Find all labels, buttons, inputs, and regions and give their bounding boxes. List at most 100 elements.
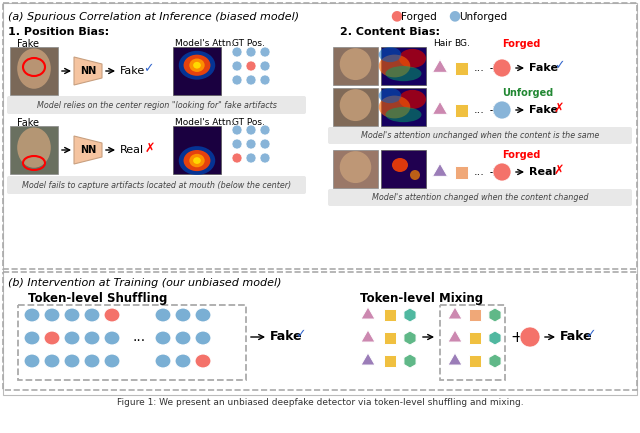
Bar <box>333 88 378 126</box>
Bar <box>384 355 396 367</box>
Ellipse shape <box>340 151 371 183</box>
Ellipse shape <box>193 157 201 164</box>
Bar <box>381 88 426 126</box>
Text: ●: ● <box>448 8 460 22</box>
Ellipse shape <box>189 154 205 167</box>
Text: +: + <box>489 165 500 178</box>
Polygon shape <box>74 57 102 85</box>
Text: Forged: Forged <box>502 39 540 49</box>
Polygon shape <box>361 330 375 342</box>
Ellipse shape <box>24 331 40 345</box>
Text: Fake: Fake <box>270 330 303 343</box>
Ellipse shape <box>493 59 511 77</box>
Text: ...: ... <box>474 63 485 73</box>
Bar <box>381 47 426 85</box>
Bar <box>10 47 58 95</box>
Ellipse shape <box>155 308 171 322</box>
Text: BG.: BG. <box>454 39 470 48</box>
Ellipse shape <box>195 308 211 322</box>
Polygon shape <box>404 308 416 322</box>
Ellipse shape <box>246 61 256 71</box>
Polygon shape <box>448 330 462 342</box>
Text: GT Pos.: GT Pos. <box>232 118 265 127</box>
Polygon shape <box>361 353 375 365</box>
Ellipse shape <box>44 331 60 345</box>
Text: Token-level Mixing: Token-level Mixing <box>360 292 483 305</box>
Ellipse shape <box>385 66 422 81</box>
Ellipse shape <box>64 354 80 368</box>
Text: ●: ● <box>390 8 402 22</box>
Bar <box>10 126 58 174</box>
Text: Fake: Fake <box>529 63 558 73</box>
Ellipse shape <box>260 75 270 85</box>
Text: GT Pos.: GT Pos. <box>232 39 265 48</box>
Bar <box>3 3 637 269</box>
Ellipse shape <box>340 48 371 80</box>
Bar <box>384 332 396 344</box>
Ellipse shape <box>246 153 256 163</box>
Ellipse shape <box>232 139 242 149</box>
Text: Fake: Fake <box>17 118 39 128</box>
Ellipse shape <box>379 55 410 78</box>
Ellipse shape <box>385 107 422 122</box>
Text: ✗: ✗ <box>145 142 156 155</box>
Ellipse shape <box>399 49 426 68</box>
Polygon shape <box>433 163 447 176</box>
Ellipse shape <box>189 58 205 72</box>
FancyBboxPatch shape <box>7 176 306 194</box>
Ellipse shape <box>84 354 100 368</box>
Ellipse shape <box>17 127 51 168</box>
FancyBboxPatch shape <box>328 189 632 206</box>
Ellipse shape <box>17 48 51 89</box>
Text: Model's attention unchanged when the content is the same: Model's attention unchanged when the con… <box>361 131 599 140</box>
Text: Model relies on the center region "looking for" fake artifacts: Model relies on the center region "looki… <box>37 100 277 110</box>
Ellipse shape <box>410 170 420 180</box>
Polygon shape <box>489 308 501 322</box>
Ellipse shape <box>175 308 191 322</box>
Bar <box>18 305 246 380</box>
Text: ✓: ✓ <box>585 329 595 342</box>
Text: +: + <box>489 103 500 116</box>
Text: Model's attention changed when the content changed: Model's attention changed when the conte… <box>372 193 588 202</box>
Ellipse shape <box>193 62 201 68</box>
Text: Real: Real <box>529 167 556 177</box>
Bar <box>454 103 467 116</box>
Bar <box>381 150 426 188</box>
Text: +: + <box>510 330 523 345</box>
Text: NN: NN <box>80 66 96 76</box>
Polygon shape <box>448 353 462 365</box>
Polygon shape <box>489 331 501 345</box>
Ellipse shape <box>260 61 270 71</box>
Ellipse shape <box>44 308 60 322</box>
Ellipse shape <box>520 327 540 347</box>
Bar <box>384 309 396 321</box>
Text: 2. Content Bias:: 2. Content Bias: <box>340 27 440 37</box>
Bar <box>3 272 637 390</box>
Ellipse shape <box>84 331 100 345</box>
Ellipse shape <box>64 331 80 345</box>
Text: Fake: Fake <box>120 66 145 76</box>
Text: Hair: Hair <box>433 39 451 48</box>
Polygon shape <box>74 136 102 164</box>
Polygon shape <box>404 331 416 345</box>
Text: Forged: Forged <box>401 12 436 22</box>
Text: Real: Real <box>120 145 144 155</box>
Ellipse shape <box>24 308 40 322</box>
Text: Figure 1: We present an unbiased deepfake detector via token-level shuffling and: Figure 1: We present an unbiased deepfak… <box>116 398 524 407</box>
Text: Unforged: Unforged <box>502 88 553 98</box>
Ellipse shape <box>493 101 511 119</box>
Ellipse shape <box>340 89 371 121</box>
Ellipse shape <box>104 354 120 368</box>
Text: Model's Attn.: Model's Attn. <box>175 39 234 48</box>
Bar <box>469 355 481 367</box>
Ellipse shape <box>24 354 40 368</box>
Bar <box>469 309 481 321</box>
Ellipse shape <box>184 150 211 171</box>
Ellipse shape <box>392 158 408 172</box>
Text: ...: ... <box>133 330 146 344</box>
Text: 1. Position Bias:: 1. Position Bias: <box>8 27 109 37</box>
FancyBboxPatch shape <box>328 127 632 144</box>
Ellipse shape <box>232 47 242 57</box>
Ellipse shape <box>260 139 270 149</box>
Ellipse shape <box>179 146 215 175</box>
